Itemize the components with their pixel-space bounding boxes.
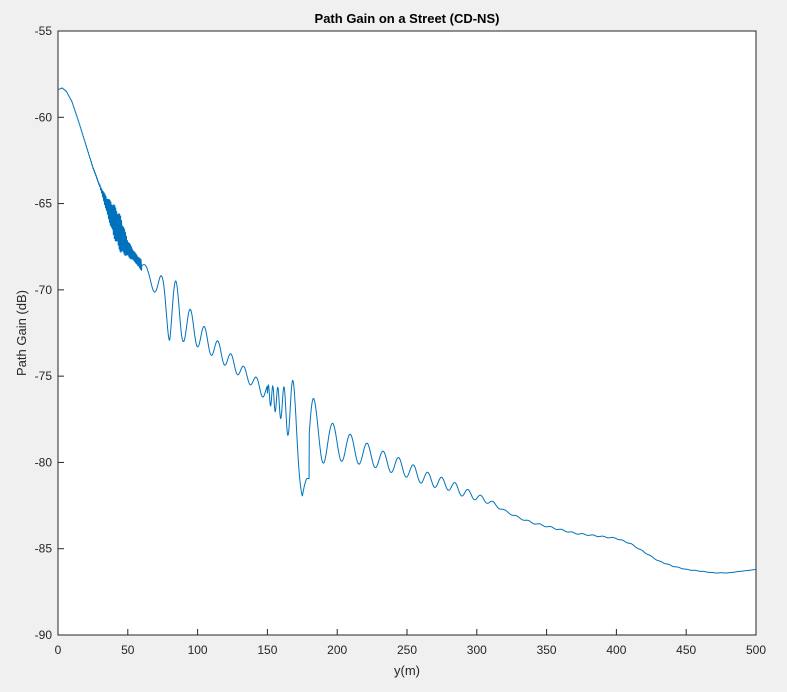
- y-tick-label: -55: [35, 24, 53, 38]
- x-tick-label: 500: [746, 643, 766, 657]
- y-tick-label: -65: [35, 197, 53, 211]
- x-tick-label: 100: [188, 643, 208, 657]
- x-tick-label: 300: [467, 643, 487, 657]
- x-tick-label: 0: [55, 643, 62, 657]
- y-tick-label: -90: [35, 628, 53, 642]
- x-tick-label: 350: [537, 643, 557, 657]
- y-axis-label: Path Gain (dB): [14, 290, 29, 376]
- chart-title: Path Gain on a Street (CD-NS): [315, 11, 500, 26]
- y-tick-label: -85: [35, 542, 53, 556]
- y-tick-label: -70: [35, 283, 53, 297]
- series-line-path-gain: [57, 87, 757, 574]
- y-tick-label: -75: [35, 369, 53, 383]
- x-tick-label: 250: [397, 643, 417, 657]
- x-tick-label: 150: [257, 643, 277, 657]
- x-tick-label: 50: [121, 643, 135, 657]
- y-ticks: -90 -85 -80 -75 -70 -65 -60 -55: [35, 24, 64, 642]
- y-tick-label: -60: [35, 110, 53, 124]
- x-axis-label: y(m): [394, 663, 420, 678]
- x-tick-label: 200: [327, 643, 347, 657]
- y-tick-label: -80: [35, 455, 53, 469]
- x-ticks: 0 50 100 150 200 250 300 350 400 450 500: [55, 629, 766, 657]
- x-tick-label: 400: [606, 643, 626, 657]
- plot-area: [57, 30, 757, 636]
- x-tick-label: 450: [676, 643, 696, 657]
